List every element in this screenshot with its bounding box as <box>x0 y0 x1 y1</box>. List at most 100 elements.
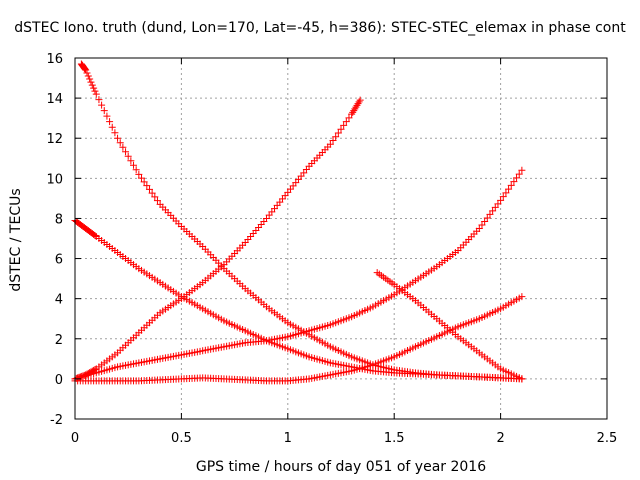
y-tick-label: 6 <box>55 253 63 268</box>
y-tick-label: 8 <box>55 212 63 227</box>
data-point <box>354 100 362 108</box>
data-point <box>103 112 111 120</box>
data-point <box>518 293 526 301</box>
data-point <box>353 101 361 109</box>
y-axis-label: dSTEC / TECUs <box>8 188 24 291</box>
data-point <box>91 87 99 95</box>
data-point <box>143 182 151 190</box>
data-point <box>116 139 124 147</box>
y-tick-label: 16 <box>46 52 63 67</box>
data-point <box>127 157 135 165</box>
data-point <box>145 185 153 193</box>
data-point <box>491 203 499 211</box>
plot-frame <box>74 57 608 420</box>
data-point <box>340 121 348 129</box>
data-point <box>350 107 358 115</box>
data-point <box>518 375 526 383</box>
data-point <box>349 108 357 116</box>
data-point <box>87 78 95 86</box>
x-tick-label: 2 <box>496 431 504 446</box>
data-point <box>348 110 356 118</box>
data-point <box>111 129 119 137</box>
series-6 <box>373 269 526 383</box>
data-point <box>86 75 94 83</box>
data-point <box>351 105 359 113</box>
data-point <box>505 185 513 193</box>
tick-labels: 0 0.5 1 1.5 2 2.5 -2 0 2 4 6 8 10 12 14 16 <box>46 52 617 446</box>
x-tick-label: 0 <box>71 431 79 446</box>
y-tick-label: 2 <box>55 333 63 348</box>
data-point <box>83 69 91 77</box>
data-point <box>515 170 523 178</box>
data-point <box>502 189 510 197</box>
chart-title: dSTEC Iono. truth (dund, Lon=170, Lat=-4… <box>14 20 626 36</box>
data-point <box>100 107 108 115</box>
data-point <box>132 166 140 174</box>
y-tick-label: 4 <box>55 293 63 308</box>
data-point <box>140 178 148 186</box>
data-point <box>332 133 340 141</box>
data-point <box>486 210 494 218</box>
data-point <box>119 143 127 151</box>
data-point <box>478 221 486 229</box>
data-point <box>494 200 502 208</box>
y-tick-label: 10 <box>46 172 63 187</box>
data-point <box>153 197 161 205</box>
data-point <box>84 72 92 80</box>
x-tick-label: 1.5 <box>384 431 405 446</box>
data-point <box>98 101 106 109</box>
series-5 <box>71 293 526 385</box>
x-tick-label: 2.5 <box>597 431 618 446</box>
x-axis-label: GPS time / hours of day 051 of year 2016 <box>196 459 486 475</box>
data-point <box>106 118 114 126</box>
data-point <box>81 65 89 73</box>
x-tick-label: 0.5 <box>171 431 192 446</box>
data-point <box>497 196 505 204</box>
y-tick-label: 12 <box>46 132 63 147</box>
data-point <box>130 161 138 169</box>
data-point <box>481 217 489 225</box>
series-2 <box>71 216 526 383</box>
data-point <box>345 114 353 122</box>
data-point <box>124 152 132 160</box>
data-point <box>342 118 350 126</box>
data-point <box>114 134 122 142</box>
data-point <box>81 65 89 73</box>
data-point <box>518 166 526 174</box>
data-point <box>91 366 99 374</box>
data-point <box>475 224 483 232</box>
data-point <box>489 207 497 215</box>
data-point <box>513 174 521 182</box>
data-point <box>148 189 156 197</box>
y-tick-label: 14 <box>46 92 63 107</box>
data-point <box>138 174 145 182</box>
data-point <box>122 148 130 156</box>
data-point <box>337 125 345 133</box>
data-point <box>499 193 507 201</box>
data-point <box>108 123 116 131</box>
x-tick-label: 1 <box>284 431 292 446</box>
data-point <box>95 96 103 104</box>
data-point <box>326 140 334 148</box>
data-point <box>510 178 518 186</box>
data-point <box>483 214 491 222</box>
data-point <box>352 103 360 111</box>
data-point <box>82 66 90 74</box>
data-point <box>88 81 96 89</box>
data-point <box>151 193 159 201</box>
data-point <box>91 231 99 239</box>
data-point <box>90 84 98 92</box>
tick-marks <box>74 57 608 420</box>
y-tick-label: 0 <box>55 373 63 388</box>
data-point <box>92 90 100 98</box>
data-series <box>71 60 526 385</box>
data-point <box>329 136 337 144</box>
data-point <box>355 98 363 106</box>
y-tick-label: -2 <box>50 413 63 428</box>
data-point <box>135 170 143 178</box>
grid <box>75 58 607 419</box>
data-point <box>507 181 515 189</box>
data-point <box>356 96 364 104</box>
data-point <box>334 129 342 137</box>
